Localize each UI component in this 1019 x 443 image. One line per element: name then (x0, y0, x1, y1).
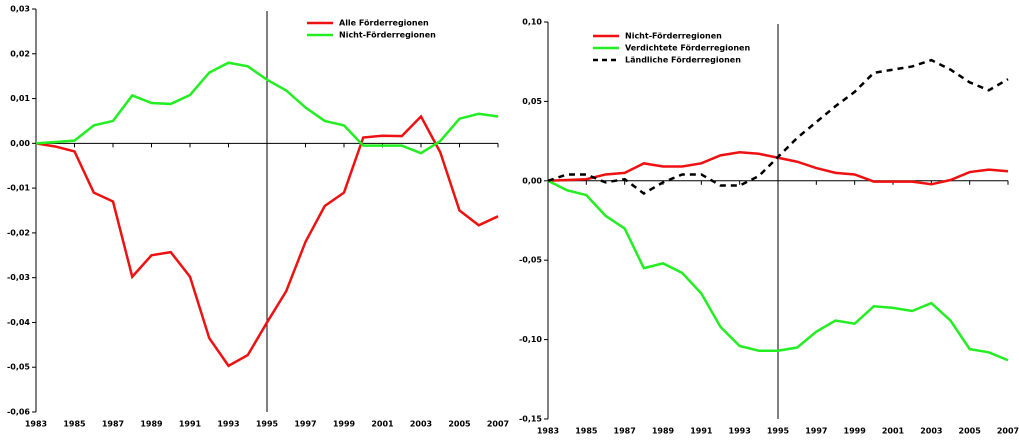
y-tick-label: -0,05 (7, 363, 30, 372)
x-tick-label: 1983 (537, 427, 559, 436)
x-tick-label: 1985 (575, 427, 598, 436)
y-tick-label: -0,05 (519, 256, 542, 265)
y-tick-label: 0,01 (10, 94, 30, 103)
legend-label: Ländliche Förderregionen (625, 56, 741, 65)
y-tick-label: -0,10 (519, 335, 542, 344)
y-tick-label: -0,03 (7, 273, 30, 282)
chart: -0,15 -0,10 -0,05 0,00 0,05 0,10 1983 1985 1987 1… (519, 18, 1019, 436)
x-tick-label: 1999 (333, 420, 356, 429)
y-tick-label: 0,00 (522, 176, 542, 185)
x-tick-label: 2001 (882, 427, 905, 436)
x-tick-label: 1989 (652, 427, 675, 436)
x-tick-label: 1983 (25, 420, 47, 429)
x-tick-label: 1985 (63, 420, 86, 429)
x-tick-label: 1987 (102, 420, 124, 429)
series-line (35, 114, 499, 368)
x-tick-label: 1997 (294, 420, 316, 429)
y-tick-label: -0,02 (7, 228, 30, 237)
x-tick-label: 2001 (371, 420, 394, 429)
y-tick-label: -0,15 (519, 415, 542, 424)
x-tick-label: 1993 (217, 420, 239, 429)
y-tick-label: -0,01 (7, 184, 30, 193)
x-tick-label: 1989 (140, 420, 163, 429)
legend-label: Nicht-Förderregionen (339, 31, 436, 40)
y-tick-label: -0,06 (7, 408, 30, 417)
x-tick-label: 1991 (179, 420, 202, 429)
y-tick-label: 0,10 (522, 18, 542, 27)
y-tick-label: 0,02 (10, 49, 30, 58)
x-tick-label: 2003 (920, 427, 942, 436)
series-line (547, 179, 1009, 362)
x-tick-label: 2005 (448, 420, 471, 429)
series-line (547, 58, 1009, 195)
legend-label: Nicht-Förderregionen (625, 32, 722, 41)
y-tick-label: -0,04 (7, 318, 30, 327)
legend-label: Verdichtete Förderregionen (625, 44, 750, 53)
y-tick-label: 0,05 (522, 97, 542, 106)
x-tick-label: 1995 (256, 420, 279, 429)
x-tick-label: 1987 (614, 427, 636, 436)
legend-label: Alle Förderregionen (339, 19, 429, 28)
series-line (35, 61, 499, 155)
y-tick-label: 0,00 (10, 139, 30, 148)
x-tick-label: 1995 (767, 427, 790, 436)
y-tick-label: 0,03 (10, 5, 30, 14)
x-tick-label: 2003 (410, 420, 432, 429)
x-tick-label: 1997 (805, 427, 827, 436)
x-tick-label: 2005 (959, 427, 982, 436)
x-tick-label: 1993 (729, 427, 751, 436)
x-tick-label: 1991 (690, 427, 713, 436)
x-tick-label: 1999 (844, 427, 867, 436)
x-tick-label: 2007 (487, 420, 509, 429)
x-tick-label: 2007 (997, 427, 1019, 436)
chart: -0,06 -0,05 -0,04 -0,03 -0,02 -0,01 0,00 0,01 0,… (7, 5, 509, 429)
